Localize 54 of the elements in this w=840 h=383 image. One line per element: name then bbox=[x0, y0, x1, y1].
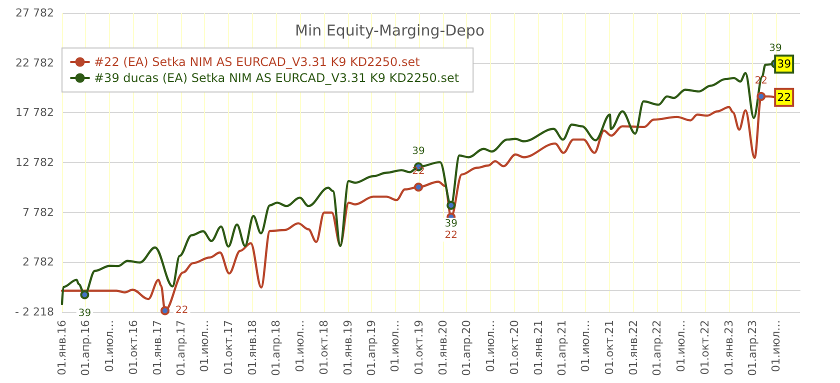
x-tick-label: 01.янв.18 bbox=[246, 320, 260, 376]
x-tick-label: 01.окт.17 bbox=[222, 320, 236, 375]
x-tick-label: 01.апр.17 bbox=[174, 320, 188, 376]
legend-label: #22 (EA) Setka NIM AS EURCAD_V3.31 K9 KD2250.set bbox=[94, 55, 420, 69]
y-tick-label: 27 782 bbox=[16, 6, 54, 20]
x-tick-label: 01.янв.17 bbox=[150, 320, 164, 376]
y-tick-label: 2 782 bbox=[22, 256, 54, 269]
point bbox=[414, 182, 423, 192]
annotation: 39 bbox=[412, 146, 425, 157]
x-tick-label: 01.июл… bbox=[579, 320, 592, 372]
y-tick-label: 12 782 bbox=[16, 156, 54, 169]
x-tick-label: 01.июл… bbox=[102, 320, 116, 372]
annotation: 22 bbox=[176, 305, 188, 316]
x-tick-label: 01.янв.16 bbox=[56, 320, 68, 376]
x-tick-label: 01.июл… bbox=[388, 320, 402, 372]
annotation: 39 bbox=[444, 218, 458, 230]
x-tick-label: 01.янв.23 bbox=[722, 320, 736, 376]
x-tick-label: 01.окт.18 bbox=[317, 320, 330, 375]
x-tick-label: 01.апр.16 bbox=[79, 320, 92, 376]
x-tick-label: 01.янв.19 bbox=[341, 320, 354, 376]
x-tick-label: 01.июл… bbox=[484, 320, 497, 372]
x-tick-label: 01.апр.18 bbox=[270, 320, 283, 376]
annotation: 22 bbox=[444, 230, 458, 242]
y-tick-label: - 2 218 bbox=[15, 306, 54, 318]
point bbox=[756, 92, 766, 101]
x-tick-label: 01.окт.19 bbox=[412, 320, 426, 375]
point bbox=[80, 290, 90, 300]
x-tick-label: 01.янв.22 bbox=[627, 320, 640, 376]
x-tick-label: 01.окт.16 bbox=[126, 320, 140, 375]
point bbox=[160, 306, 170, 316]
x-tick-label: 01.окт.20 bbox=[508, 320, 521, 375]
y-tick-label: 17 782 bbox=[16, 106, 54, 120]
x-tick-label: 01.янв.20 bbox=[436, 320, 450, 376]
x-tick-label: 01.апр.19 bbox=[364, 320, 378, 376]
x-tick-label: 01.июл… bbox=[198, 320, 212, 372]
x-tick-label: 01.апр.22 bbox=[650, 320, 664, 376]
x-tick-label: 01.окт.22 bbox=[698, 320, 712, 375]
x-tick-label: 01.окт.21 bbox=[603, 320, 616, 375]
annotation: 22 bbox=[777, 90, 792, 104]
x-tick-label: 01.апр.20 bbox=[460, 320, 474, 376]
point bbox=[446, 200, 456, 210]
text: Min Equity-Marging-Depo bbox=[295, 22, 485, 40]
annotation: 39 bbox=[78, 308, 92, 319]
legend-label: #39 ducas (EA) Setka NIM AS EURCAD_V3.31 K9 KD2250.set bbox=[94, 71, 460, 85]
y-tick-label: 22 782 bbox=[16, 56, 54, 70]
x-tick-label: 01.июл… bbox=[674, 320, 688, 372]
annotation: 39 bbox=[777, 58, 792, 71]
x-tick-label: 01.янв.21 bbox=[532, 320, 545, 376]
annotation: 39 bbox=[769, 42, 782, 54]
x-tick-label: 01.апр.21 bbox=[555, 320, 568, 376]
x-tick-label: 01.июл… bbox=[770, 320, 783, 372]
x-tick-label: 01.июл… bbox=[293, 320, 306, 372]
x-tick-label: 01.апр.23 bbox=[746, 320, 759, 376]
y-tick-label: 7 782 bbox=[22, 206, 54, 219]
